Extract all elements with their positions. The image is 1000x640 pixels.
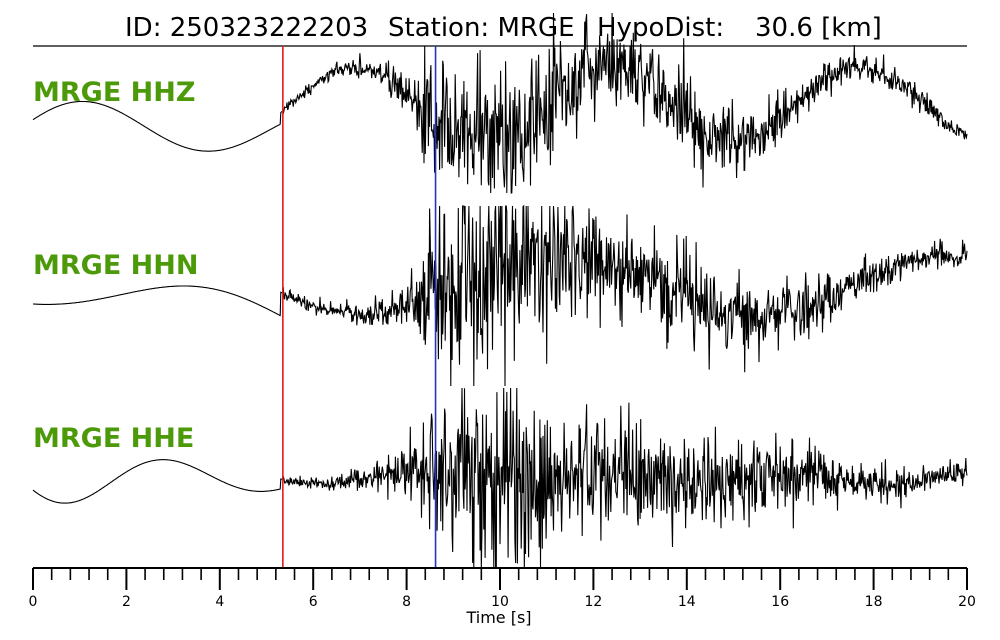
x-tick-label: 6 xyxy=(309,594,318,610)
x-tick-label: 4 xyxy=(215,594,224,610)
waveform-trace-hhe xyxy=(32,387,968,569)
x-tick-label: 20 xyxy=(958,594,976,610)
x-tick-label: 0 xyxy=(29,594,38,610)
station-name: Station: MRGE xyxy=(388,13,575,43)
x-axis-label: Time [s] xyxy=(465,608,531,627)
trace-group xyxy=(32,12,968,569)
x-tick-label: 8 xyxy=(402,594,411,610)
x-tick-label: 12 xyxy=(584,594,602,610)
x-tick-label: 14 xyxy=(678,594,696,610)
x-tick-label: 2 xyxy=(122,594,131,610)
time-axis: 0 2 4 6 8 10 12 14 16 18 20 xyxy=(29,567,976,610)
channel-label-hhz: MRGE HHZ xyxy=(33,77,195,108)
x-tick-label: 16 xyxy=(771,594,789,610)
waveform-trace-hhz xyxy=(32,12,968,194)
channel-label-hhn: MRGE HHN xyxy=(33,250,198,281)
channel-label-hhe: MRGE HHE xyxy=(33,423,194,454)
hypodist-label: HypoDist: xyxy=(597,13,724,43)
x-tick-label: 18 xyxy=(865,594,883,610)
waveform-trace-hhn xyxy=(33,204,968,387)
event-id: ID: 250323222203 xyxy=(125,13,368,43)
x-tick-label: 10 xyxy=(491,594,509,610)
phase-marker-group xyxy=(282,46,437,568)
hypodist-value: 30.6 [km] xyxy=(755,13,882,43)
